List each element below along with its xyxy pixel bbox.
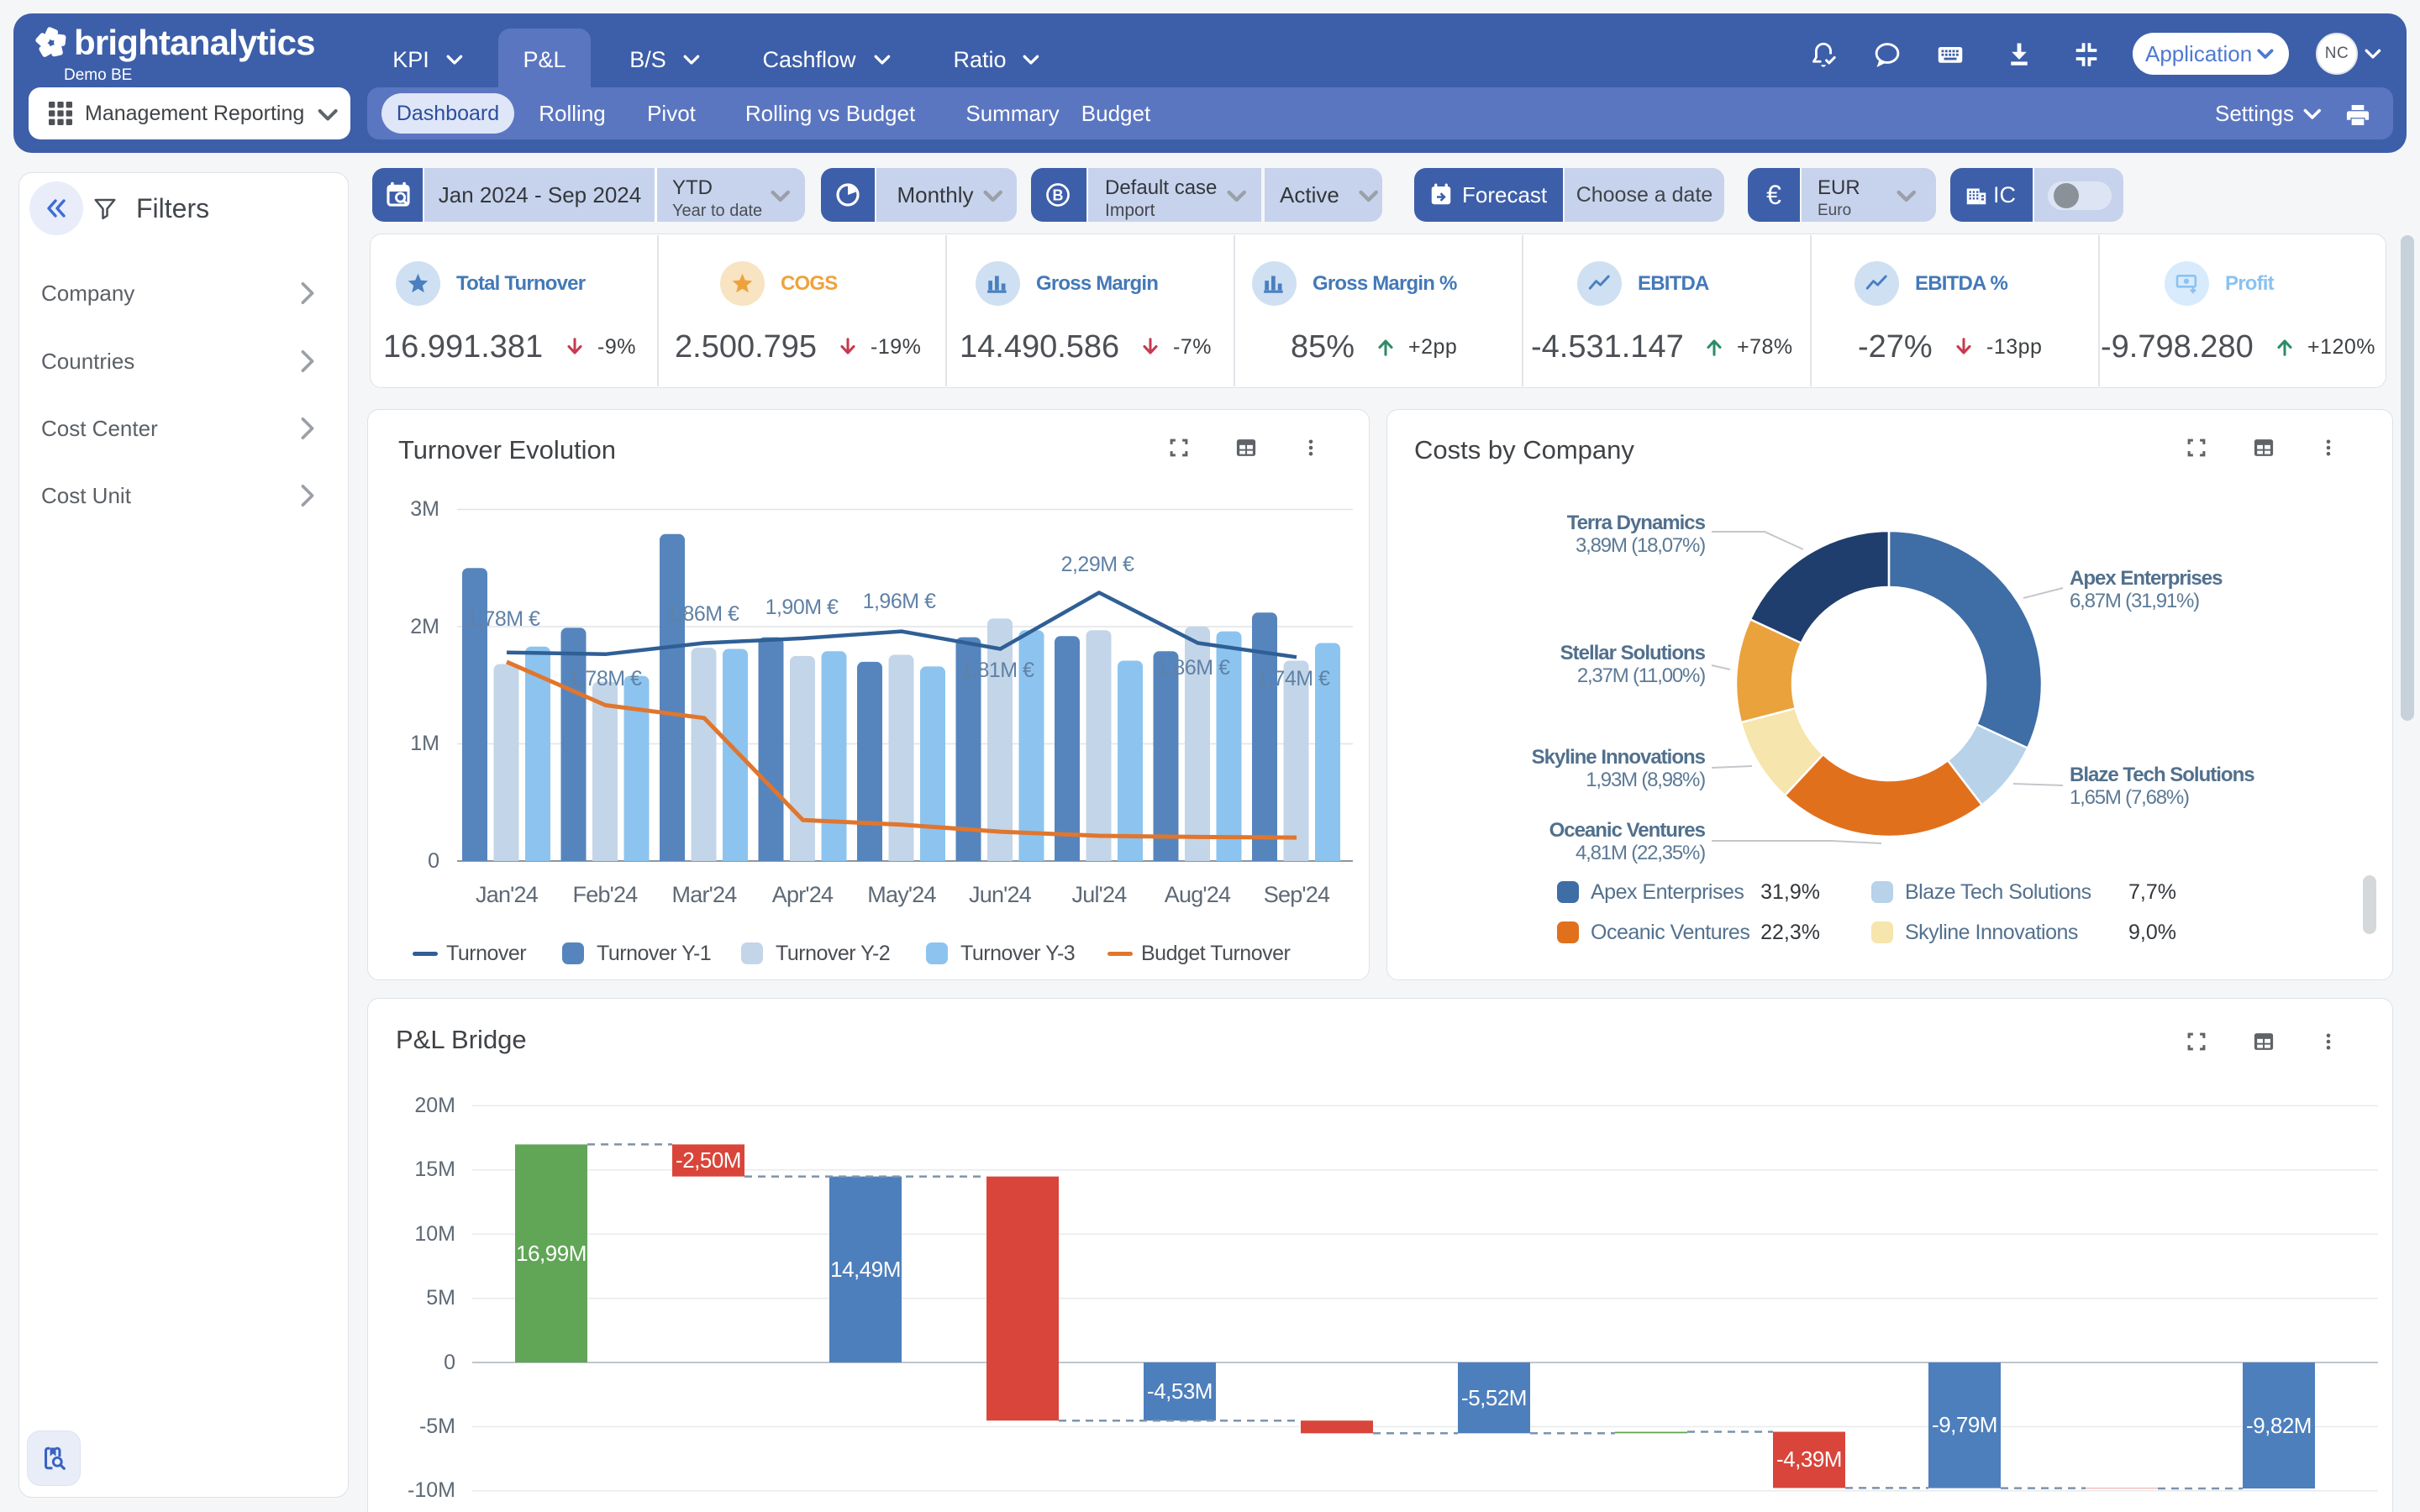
svg-text:B: B xyxy=(1053,186,1064,203)
